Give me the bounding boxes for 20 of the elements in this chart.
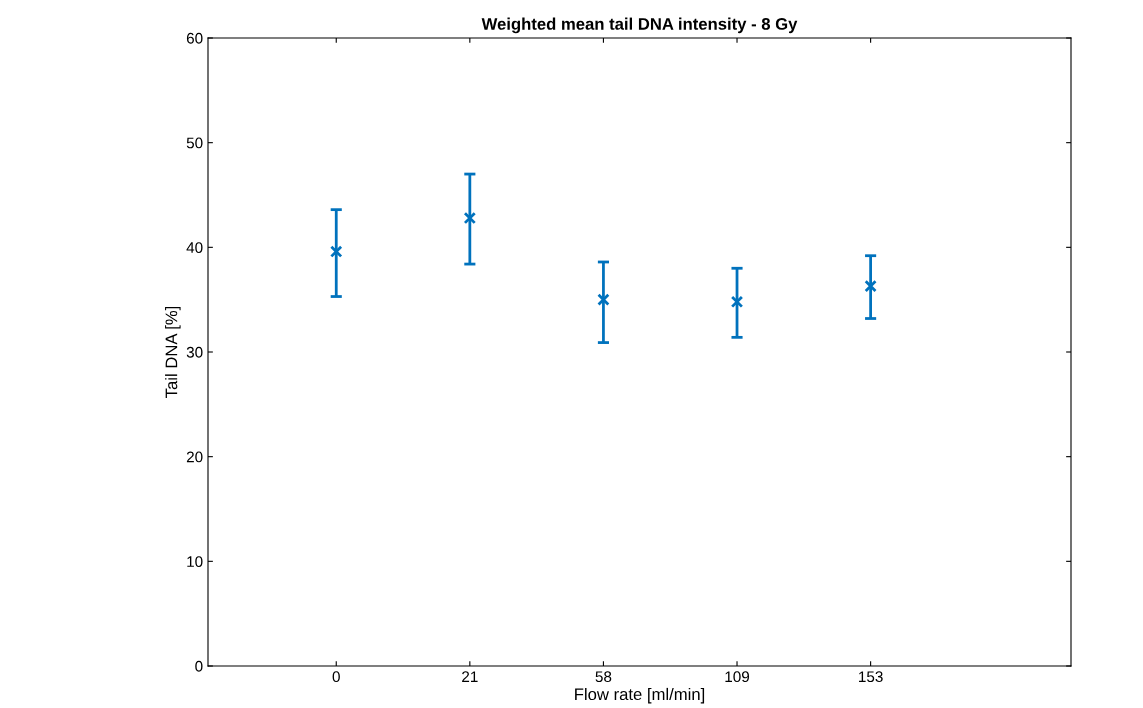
y-tick-label: 0 bbox=[195, 660, 203, 672]
y-axis-title: Tail DNA [%] bbox=[165, 306, 181, 398]
y-tick-label: 40 bbox=[186, 242, 203, 254]
x-axis-title: Flow rate [ml/min] bbox=[575, 687, 705, 704]
x-tick-label: 153 bbox=[859, 671, 883, 683]
x-tick-label: 21 bbox=[462, 671, 478, 682]
point bbox=[330, 245, 343, 258]
y-tick-label: 10 bbox=[187, 556, 203, 568]
y-tick-label: 30 bbox=[186, 346, 203, 358]
chart-title: Weighted mean tail DNA intensity - 8 Gy bbox=[481, 17, 798, 34]
point bbox=[730, 295, 744, 309]
point bbox=[597, 293, 610, 306]
y-tick-label: 60 bbox=[186, 32, 203, 44]
point bbox=[864, 279, 877, 293]
y-tick-label: 20 bbox=[186, 451, 203, 463]
y-tick-label: 50 bbox=[186, 137, 203, 149]
x-tick-label: 109 bbox=[725, 671, 750, 683]
point bbox=[463, 211, 477, 225]
x-tick-label: 58 bbox=[595, 671, 612, 683]
x-tick-label: 0 bbox=[332, 671, 340, 683]
